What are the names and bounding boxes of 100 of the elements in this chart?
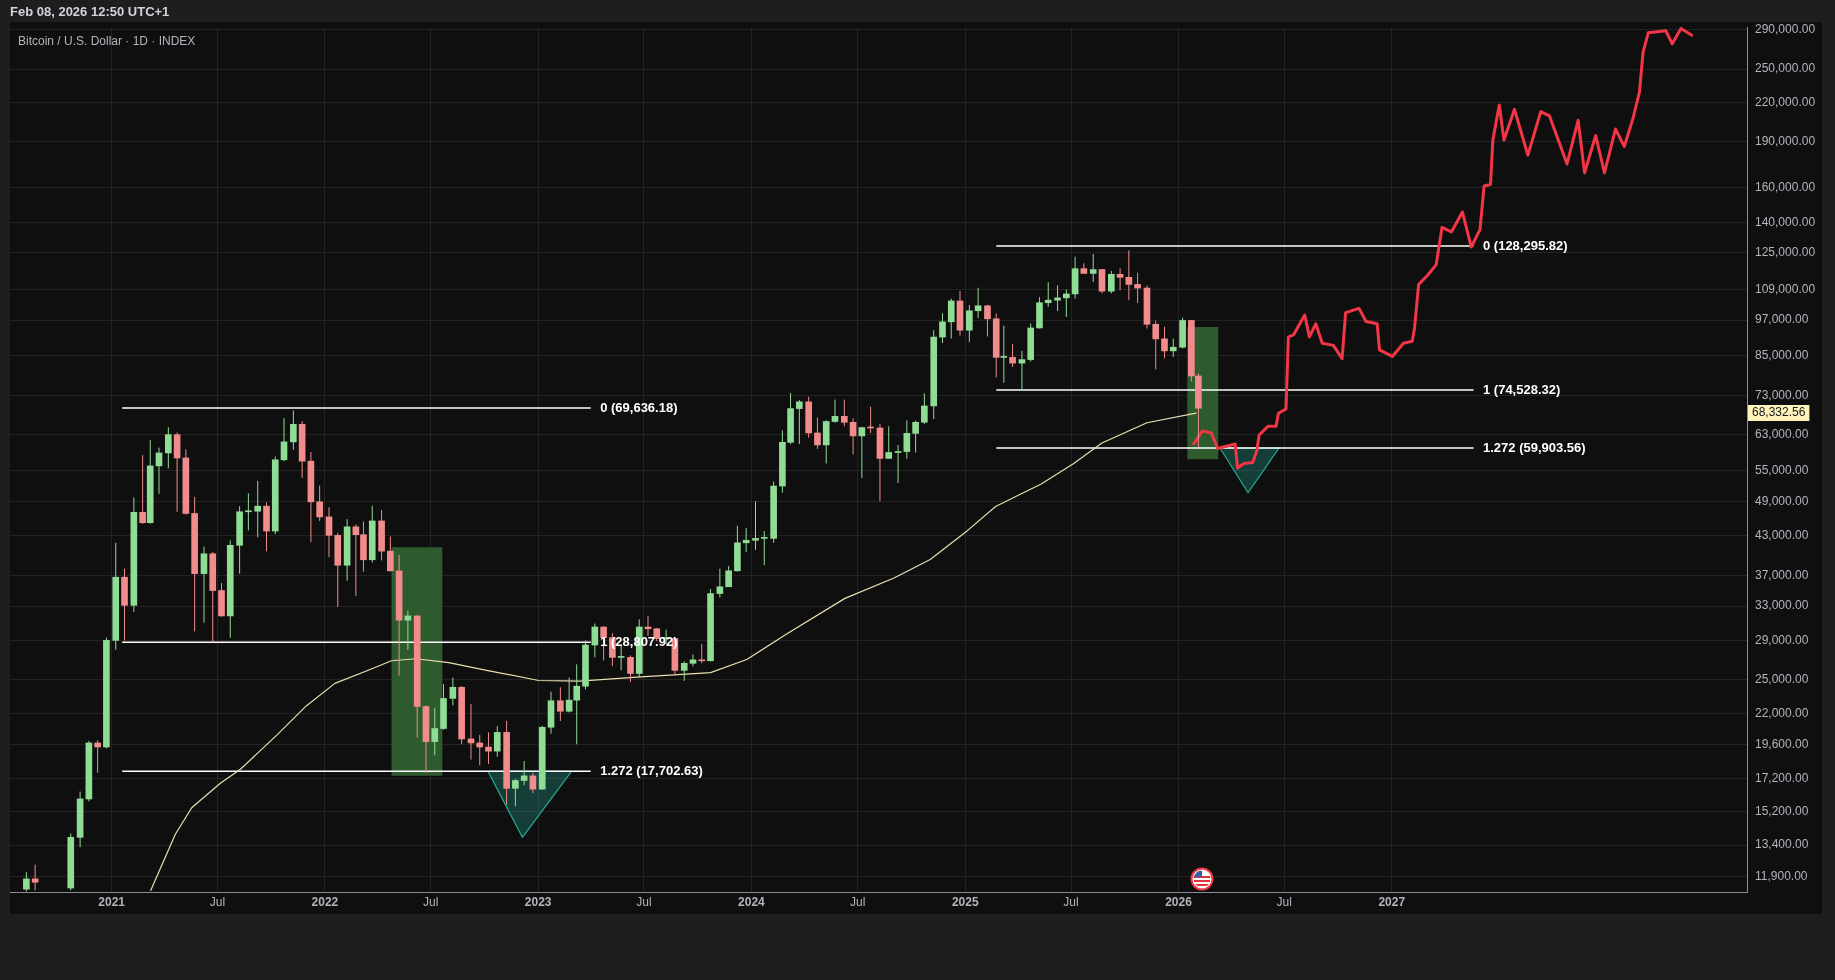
y-tick-label: 22,000.00 [1755,705,1809,720]
y-tick-label: 25,000.00 [1755,672,1809,687]
candlestick [200,546,208,624]
candlestick [1152,320,1160,370]
candlestick [1125,249,1133,301]
y-tick-label: 109,000.00 [1755,281,1816,296]
y-tick-label: 97,000.00 [1755,312,1809,327]
candlestick [894,444,902,484]
x-tick-label: Jul [1063,894,1079,909]
x-tick-label: Jul [209,894,226,909]
y-tick-label: 49,000.00 [1755,493,1809,508]
candlestick [1080,262,1088,275]
candlestick [1108,270,1115,294]
y-tick-label: 190,000.00 [1755,134,1816,149]
series-label: 0 (128,295.82) [1482,237,1568,253]
candlestick [939,312,946,344]
y-tick-label: 33,000.00 [1755,598,1809,613]
candlestick [680,660,688,682]
candlestick [698,643,706,664]
series-label: 1.272 (17,702.63) [600,762,703,778]
candlestick [245,492,252,531]
candlestick [796,399,803,445]
x-tick-label: 2021 [98,894,126,909]
candlestick [1089,253,1097,283]
candlestick [752,500,759,551]
candlestick [431,707,439,756]
candlestick [493,725,501,758]
candlestick [1063,288,1070,318]
candlestick [760,530,768,566]
candlestick [573,663,581,745]
y-tick-label: 290,000.00 [1755,22,1816,37]
y-tick-label: 17,200.00 [1755,771,1809,786]
y-tick-label: 85,000.00 [1755,347,1809,362]
candlestick [1116,267,1124,291]
x-tick-label: 2023 [524,894,552,909]
y-tick-label: 73,000.00 [1755,387,1809,402]
series-label: 1.272 (59,903.56) [1482,439,1586,455]
candlestick [947,298,955,340]
x-tick-label: 2026 [1165,894,1193,909]
y-tick-label: 29,000.00 [1755,632,1809,647]
candlestick [565,677,573,713]
x-tick-label: Jul [850,894,866,909]
candlestick [165,426,172,469]
candlestick [139,454,146,525]
candlestick [1134,272,1141,304]
y-tick-label: 140,000.00 [1755,215,1816,230]
candlestick [23,871,30,892]
candlestick [316,485,323,522]
candlestick [1044,281,1052,308]
candlestick [840,399,848,427]
candlestick [449,677,457,706]
candlestick [290,410,297,451]
y-tick-label: 11,900.00 [1755,868,1808,883]
candlestick [984,304,991,338]
text: 68,332.56 [1752,405,1806,420]
candlestick [1161,326,1168,359]
candlestick [716,568,724,598]
y-tick-label: 250,000.00 [1755,61,1816,76]
candlestick [831,399,839,424]
y-tick-label: 13,400.00 [1755,837,1809,852]
series-label: 0 (69,636.18) [600,399,678,415]
y-tick-label: 15,200.00 [1755,804,1809,819]
text: Feb 08, 2026 12:50 UTC+1 [10,4,170,21]
candlestick [254,480,262,538]
x-tick-label: Jul [422,894,439,909]
candlestick [921,392,928,425]
series-label: 1 (74,528.32) [1482,381,1561,397]
x-tick-label: 2025 [951,894,979,909]
y-tick-label: 43,000.00 [1755,528,1809,543]
candlestick [387,536,394,573]
candlestick [974,287,982,319]
x-tick-label: 2027 [1378,894,1406,909]
candlestick [725,565,732,588]
candlestick [1098,268,1106,294]
y-tick-label: 37,000.00 [1755,568,1809,583]
candlestick [325,506,333,558]
y-tick-label: 125,000.00 [1755,245,1816,260]
candlestick [903,419,911,460]
candlestick [912,420,919,453]
candlestick [858,426,866,479]
candlestick [173,432,181,513]
candlestick [512,778,519,808]
y-tick-label: 55,000.00 [1755,462,1809,477]
x-tick-label: 2022 [311,894,339,909]
y-tick-label: 160,000.00 [1755,179,1816,194]
candlestick [1009,343,1016,368]
x-tick-label: 2024 [738,894,766,909]
candlestick [1169,338,1177,358]
candlestick [966,304,973,343]
candlestick [557,686,564,722]
y-tick-label: 63,000.00 [1755,426,1809,441]
candlestick [1054,284,1061,312]
candlestick [627,654,634,683]
candlestick [814,417,821,450]
y-tick-label: 220,000.00 [1755,95,1816,110]
x-tick-label: Jul [1276,894,1292,909]
text: Bitcoin / U.S. Dollar · 1D · INDEX [18,34,196,48]
x-tick-label: Jul [636,894,652,909]
y-tick-label: 19,600.00 [1755,736,1809,751]
candlestick [1000,325,1008,384]
